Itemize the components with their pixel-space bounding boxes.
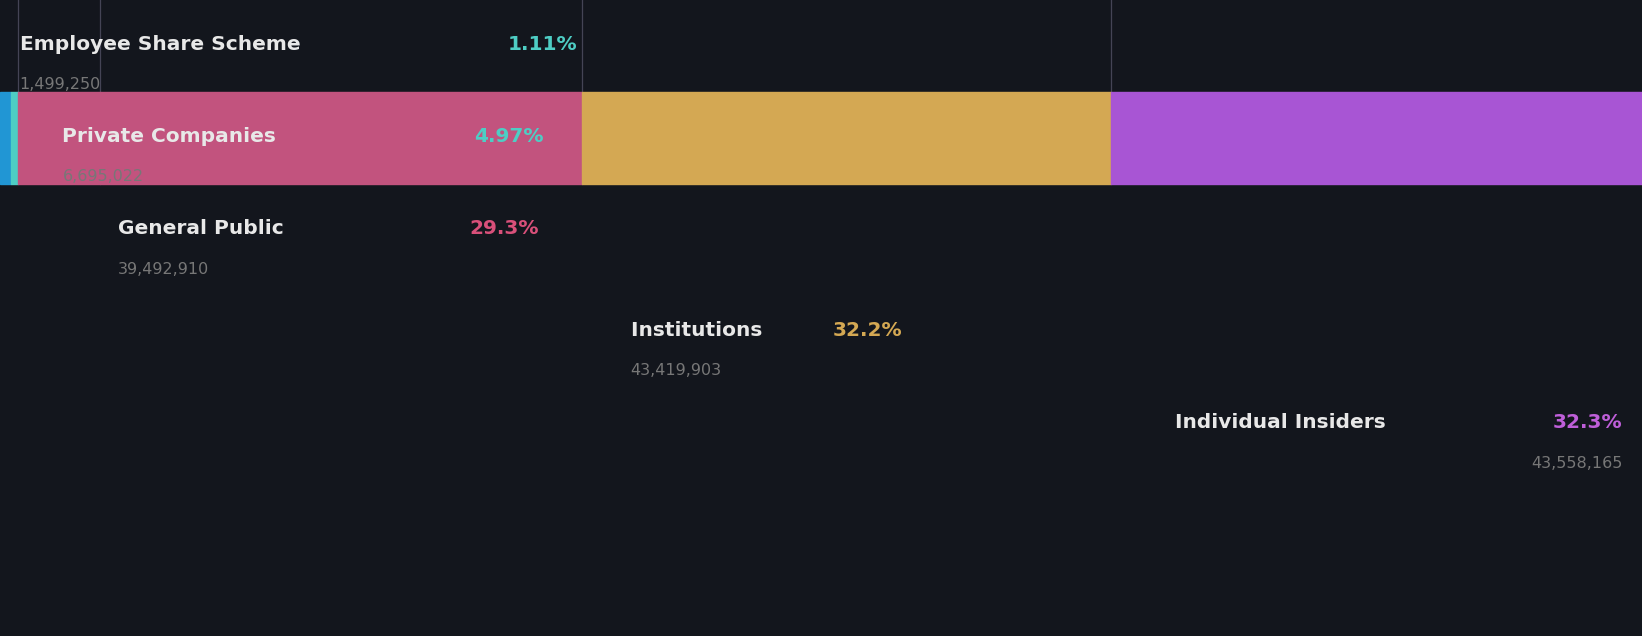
Text: Individual Insiders: Individual Insiders (1176, 413, 1392, 432)
Text: 6,695,022: 6,695,022 (62, 169, 143, 184)
Bar (0, 92, 11, 184)
Text: 43,419,903: 43,419,903 (631, 363, 721, 378)
Bar (581, 92, 1112, 184)
Text: 1.11%: 1.11% (507, 35, 578, 54)
Text: General Public: General Public (118, 219, 291, 238)
Text: Employee Share Scheme: Employee Share Scheme (20, 35, 307, 54)
Bar (11, 92, 18, 184)
Text: 29.3%: 29.3% (470, 219, 539, 238)
Bar (1112, 92, 1642, 184)
Text: 39,492,910: 39,492,910 (118, 261, 210, 277)
Bar (18, 92, 100, 184)
Text: 32.3%: 32.3% (1553, 413, 1622, 432)
Text: Institutions: Institutions (631, 321, 768, 340)
Text: Private Companies: Private Companies (62, 127, 284, 146)
Text: 43,558,165: 43,558,165 (1530, 455, 1622, 471)
Text: 4.97%: 4.97% (475, 127, 544, 146)
Bar (100, 92, 581, 184)
Text: 1,499,250: 1,499,250 (20, 77, 100, 92)
Text: 32.2%: 32.2% (832, 321, 901, 340)
